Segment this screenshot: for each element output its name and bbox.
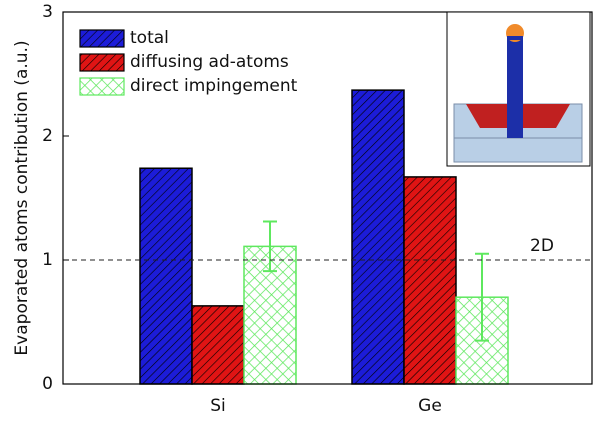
- error-bar: [475, 252, 489, 342]
- y-tick-label: 1: [42, 250, 53, 270]
- bar: [351, 89, 405, 385]
- x-tick-label: Si: [210, 396, 226, 416]
- y-tick-label: 0: [42, 374, 53, 394]
- error-bar: [263, 220, 277, 273]
- plot-frame: [62, 11, 593, 385]
- legend-label: direct impingement: [130, 76, 298, 96]
- legend-label: total: [130, 28, 169, 48]
- legend-swatch: [79, 53, 125, 72]
- legend-swatch: [79, 29, 125, 48]
- x-tick-label: Ge: [418, 396, 442, 416]
- bar: [139, 167, 193, 385]
- bar: [403, 176, 457, 385]
- bar: [191, 305, 245, 385]
- y-axis-label: Evaporated atoms contribution (a.u.): [12, 40, 32, 355]
- legend-swatch: [79, 77, 125, 96]
- y-tick-label: 3: [42, 2, 53, 22]
- legend-label: diffusing ad-atoms: [130, 52, 289, 72]
- y-tick-label: 2: [42, 126, 53, 146]
- inset-diagram: [446, 11, 591, 167]
- reference-label: 2D: [530, 236, 554, 256]
